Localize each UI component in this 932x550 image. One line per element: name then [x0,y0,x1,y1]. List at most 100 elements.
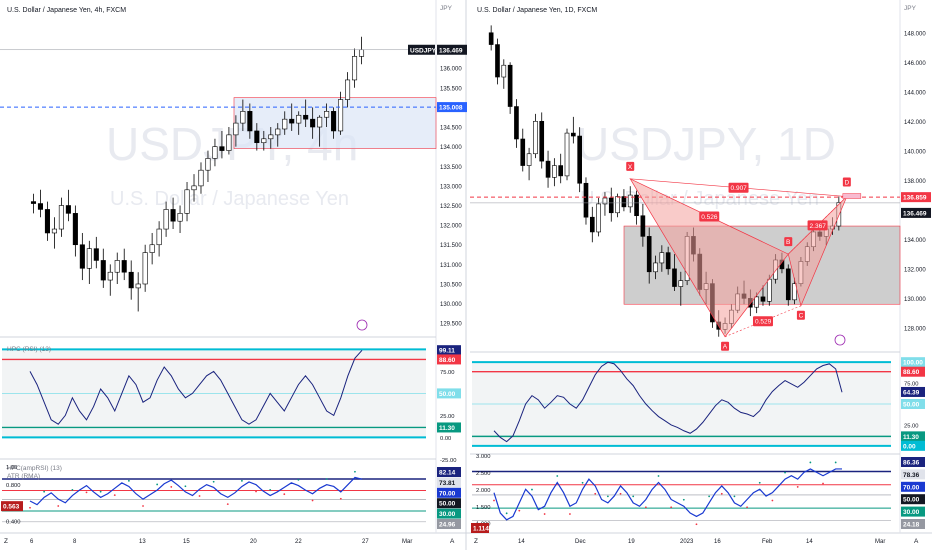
right_chart-amp-dot [733,495,736,498]
left_chart-amp-tag: 73.81 [439,480,456,487]
pattern-ratio-label: 0.529 [755,319,772,326]
left_chart-symbol-tag: USDJPY [410,47,437,54]
right_chart-amp-dot [670,506,673,509]
left_chart-price-tick: 134.500 [440,126,462,132]
right_chart-amp-dot [657,475,660,477]
right_chart-amp-left-tick: 1.500 [476,505,491,511]
left_chart-candle-body [351,56,358,81]
right_chart-amp-line [493,468,842,521]
left_chart-amp-dot [170,486,173,488]
left_chart-candle-body [58,205,64,230]
pattern-point-bg [721,341,730,351]
left_chart-candle-body [338,99,344,132]
right_chart-price-tick: 144.000 [904,90,926,96]
left_chart-candle-body [72,213,78,246]
right_chart-candle-body [520,138,526,166]
left_chart-candle-body [184,189,190,214]
left_chart-candle-body [100,260,106,281]
left_chart-candle-body [254,130,260,144]
left_chart-amp-dot [354,470,356,473]
left_chart-time-tick: Mar [402,539,412,545]
right_chart-price-tick: 134.000 [904,238,926,244]
left_chart-z-button: Z [4,538,8,545]
left_chart-last-price-tag-bg [437,44,467,55]
left_chart-hpc-tag-bg [437,354,461,365]
right_chart-amp-left-tag-bg [471,523,489,533]
right_chart-time-tick: 14 [806,539,813,545]
pattern-prz [842,193,862,199]
left_chart-candle-body [86,248,92,269]
left_chart-hpc-tag-bg [437,422,461,433]
right_chart-watermark-symbol: USDJPY, 1D [576,118,836,170]
left_chart-hpc-tick: 0.00 [440,436,451,442]
left_chart-bolt-icon[interactable] [356,319,368,331]
right_chart-amp-tag-bg [901,481,925,492]
left_chart-auto-button: A [450,538,455,545]
right_chart-time-tick: 16 [714,539,721,545]
left_chart-candle-body [177,213,183,222]
left_chart-time-tick: 8 [73,539,77,545]
right_chart-last-price-tag-bg [901,207,931,218]
left_chart-price-tick: 131.500 [440,243,462,249]
right_chart-hpc-tag-bg [901,431,925,442]
right_chart-price-tick: 132.000 [904,267,926,273]
left_chart-hpc-tag-bg [437,345,461,356]
pattern-point-bg [626,161,635,171]
left_chart-candle-body [345,79,351,100]
right_chart-candle-body [589,216,595,233]
pattern-point-label: B [786,239,790,246]
left_chart-candle-body [247,111,253,132]
left_chart-price-tick: 129.500 [440,322,462,328]
right_chart-candle-body [545,160,551,178]
left_chart-candle-body [240,111,246,124]
left_chart-amp-dot [198,495,201,497]
pattern-point-label: C [799,313,804,320]
right_chart-title: U.S. Dollar / Japanese Yen, 1D, FXCM [477,7,597,14]
right_chart-currency: JPY [904,5,917,12]
left_chart-candle-body [30,201,37,204]
right_chart-time-tick: Feb [762,539,773,545]
right_chart-amp-dot [771,499,774,502]
pattern-ratio-bg [728,182,749,193]
right_chart-amp-dot [632,495,635,498]
left_chart-candle-body [142,252,148,285]
left_chart-candle-body [324,111,330,118]
right_chart-candle-body [615,196,620,214]
right_chart-price-tick: 140.000 [904,149,926,155]
left_chart-candle-body [303,114,309,120]
right_chart-amp-tag: 86.36 [903,460,920,467]
left_chart-candle-body [296,114,302,124]
left_chart-amp-left-tick: 0.800 [6,483,21,489]
left_chart-candle-body [37,203,44,210]
left_chart-amp-tag-bg [437,467,461,477]
left_chart-amp-dot [241,479,243,482]
left_chart-amp-dot [99,490,102,493]
pattern-ratio-label: 0.526 [701,214,718,221]
left_chart-amp-dot [339,497,342,500]
right_chart-candle-body [653,262,658,273]
right_chart-candle-body [583,182,589,218]
right_chart-amp-left-tag: 1.114 [473,526,489,533]
left_chart-amp-dot [325,478,328,480]
left_chart-amp-dot [71,488,74,491]
right_chart-hpc-tag-bg [901,366,925,377]
left_chart-amp-left-tag: 0.563 [3,504,20,511]
left_chart-price-tick: 130.500 [440,282,462,288]
right_chart-bolt-icon[interactable] [834,334,846,346]
right_chart-amp-tag-bg [901,469,925,480]
right_chart-candle-body [646,236,652,273]
pattern-ratio-bg [807,220,828,231]
left_chart-candle-body [282,118,288,130]
right_chart-candle-body [564,132,570,177]
right_chart-candle-body [608,197,614,214]
left_chart-candle-body [317,116,323,128]
left_chart-hpc-tick: 75.00 [440,370,455,376]
left_chart-amp-left-tag-bg [1,501,23,512]
right_chart-amp-tag: 50.00 [903,497,920,504]
right_chart-amp-dot [594,492,597,495]
left_chart-candle-body [163,209,169,230]
left_chart-hpc-tag: 99.11 [439,348,455,355]
right_chart-candle-body [760,296,766,302]
right_chart-candle-body [672,268,677,287]
right_chart-amp-dot [784,471,786,474]
